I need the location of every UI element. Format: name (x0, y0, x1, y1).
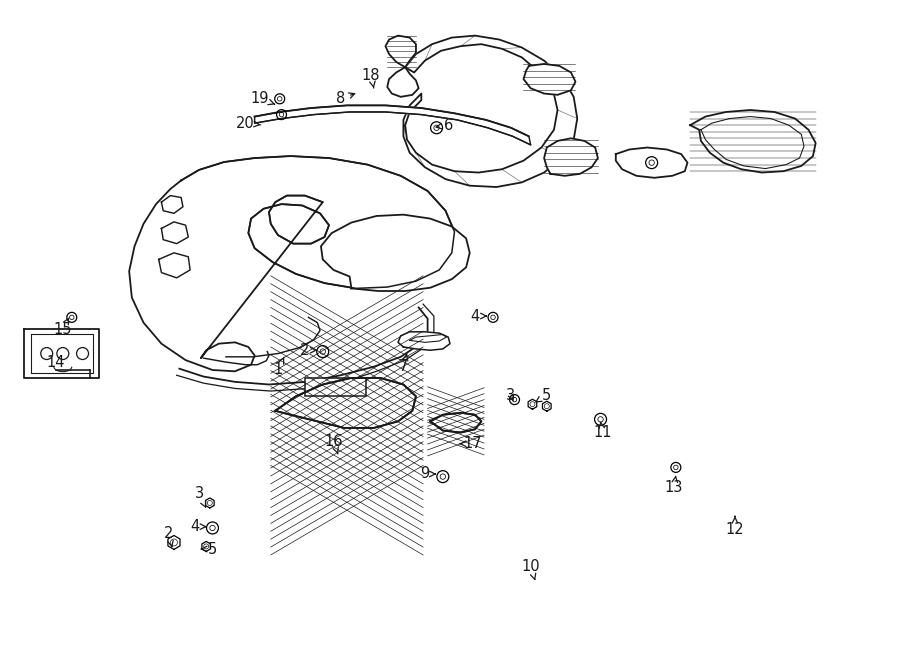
Polygon shape (24, 329, 99, 378)
Text: 7: 7 (399, 354, 408, 374)
Text: 2: 2 (300, 343, 316, 358)
Text: 12: 12 (725, 516, 744, 537)
Text: 15: 15 (54, 319, 72, 336)
Text: 16: 16 (324, 434, 343, 454)
Text: 13: 13 (665, 477, 683, 494)
Text: 20: 20 (237, 116, 261, 131)
Bar (305, 378, 365, 397)
Polygon shape (161, 222, 188, 244)
Polygon shape (387, 67, 418, 97)
Text: 5: 5 (202, 541, 217, 557)
Text: 11: 11 (593, 422, 612, 440)
Text: 3: 3 (194, 486, 206, 507)
Polygon shape (524, 64, 575, 95)
Text: 4: 4 (190, 519, 206, 534)
Polygon shape (430, 412, 482, 432)
Polygon shape (130, 156, 454, 371)
Text: 9: 9 (420, 467, 436, 481)
Polygon shape (403, 36, 577, 187)
Text: 14: 14 (47, 354, 65, 369)
Polygon shape (321, 215, 470, 291)
Text: 10: 10 (521, 559, 540, 580)
Polygon shape (161, 196, 183, 214)
Polygon shape (275, 378, 416, 428)
Polygon shape (616, 147, 688, 178)
Polygon shape (385, 36, 416, 67)
Text: 2: 2 (164, 525, 174, 547)
Text: 5: 5 (536, 387, 552, 403)
Polygon shape (255, 105, 531, 145)
Text: 18: 18 (362, 67, 381, 88)
Polygon shape (690, 110, 815, 173)
Text: 4: 4 (471, 309, 486, 323)
Text: 6: 6 (436, 118, 453, 133)
Text: 17: 17 (460, 436, 482, 451)
Text: 8: 8 (336, 91, 355, 106)
Text: 3: 3 (507, 387, 516, 403)
Polygon shape (158, 253, 190, 278)
Polygon shape (544, 138, 598, 176)
Text: 1: 1 (274, 357, 284, 377)
Polygon shape (398, 332, 450, 350)
Text: 19: 19 (251, 91, 274, 106)
